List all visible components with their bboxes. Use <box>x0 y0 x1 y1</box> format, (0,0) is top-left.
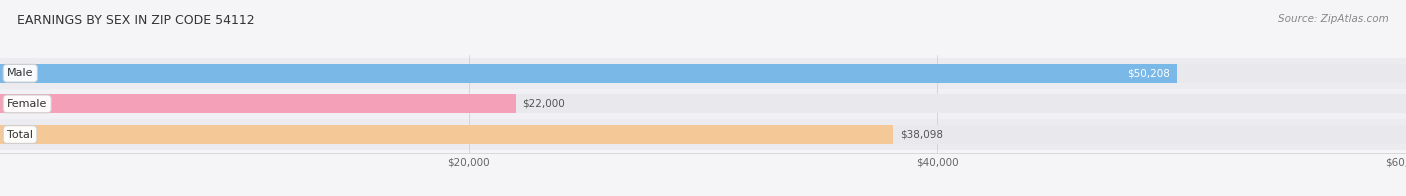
Text: Male: Male <box>7 68 34 78</box>
Bar <box>0 58 1406 89</box>
Text: Total: Total <box>7 130 32 140</box>
Text: EARNINGS BY SEX IN ZIP CODE 54112: EARNINGS BY SEX IN ZIP CODE 54112 <box>17 14 254 27</box>
Text: $50,208: $50,208 <box>1126 68 1170 78</box>
Text: $22,000: $22,000 <box>523 99 565 109</box>
Text: Female: Female <box>7 99 48 109</box>
Text: Source: ZipAtlas.com: Source: ZipAtlas.com <box>1278 14 1389 24</box>
Text: $38,098: $38,098 <box>900 130 943 140</box>
Bar <box>0 94 1406 113</box>
Bar <box>0 119 1406 150</box>
Bar <box>0 64 1177 83</box>
Bar <box>0 94 516 113</box>
Bar <box>0 64 1406 83</box>
Bar <box>0 125 893 144</box>
Bar <box>0 125 1406 144</box>
Bar <box>0 89 1406 119</box>
